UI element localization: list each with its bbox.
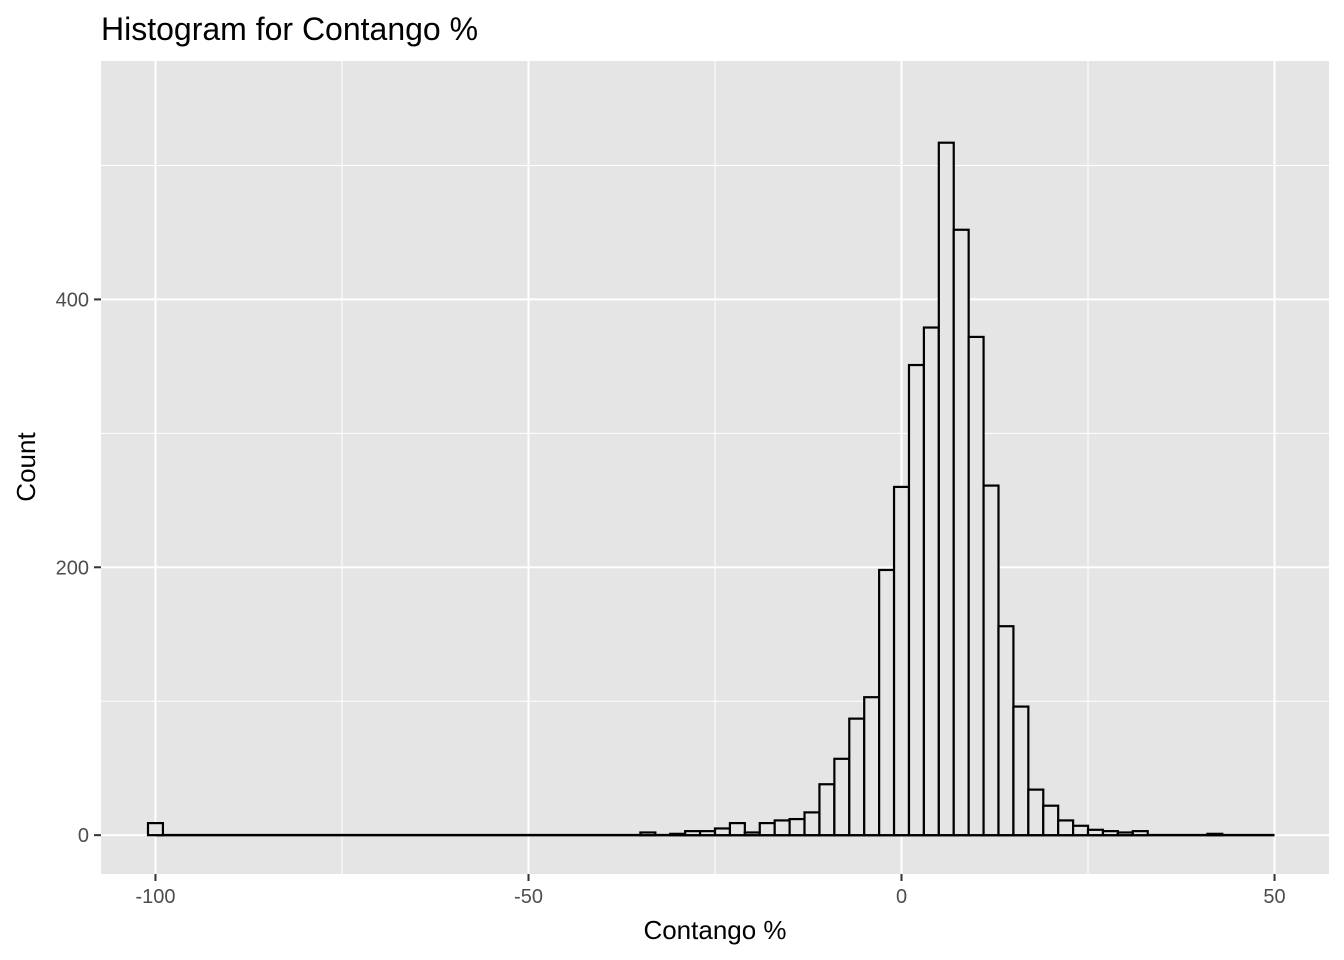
histogram-bar [1057,819,1075,837]
histogram-bar [892,485,911,837]
x-tick-label: 0 [896,886,907,908]
histogram-bar [1101,830,1119,837]
histogram-bar [922,326,940,837]
histogram-bar [803,811,821,837]
x-axis: -100 -50 0 50 [135,874,1286,908]
x-tick-label: 50 [1263,886,1285,908]
histogram-bar [1027,788,1045,837]
y-tick-label: 200 [56,557,89,579]
histogram-bar [1042,804,1060,837]
histogram-bar [146,822,165,837]
histogram-bar [639,831,657,837]
histogram-bar [773,819,791,837]
histogram-bar [1116,831,1134,837]
x-tick-label: -100 [135,886,175,908]
histogram-bar [848,717,866,837]
minor-gridlines [101,61,1329,874]
x-axis-title: Contango % [643,915,786,945]
histogram-bar [684,830,702,837]
histogram-bar [1072,824,1090,837]
y-tick-label: 400 [56,289,89,311]
histogram-bar [1086,828,1105,837]
y-axis: 0 200 400 [56,289,101,847]
histogram-bar [758,822,776,837]
histogram-bar [788,817,806,837]
histogram-bar [743,831,761,837]
chart-title: Histogram for Contango % [101,11,478,47]
histogram-bar [1012,705,1030,837]
y-axis-title: Count [11,432,41,502]
histogram-bar [907,363,925,837]
histogram-bar [669,832,687,837]
histogram-bar [818,783,836,837]
histogram-bar [997,625,1015,837]
histogram-bars [146,141,1275,837]
histogram-bar [937,141,955,837]
histogram-bar [833,757,851,837]
histogram-bar [713,827,732,837]
x-tick-label: -50 [514,886,543,908]
histogram-bar [952,228,970,837]
y-tick-label: 0 [78,825,89,847]
histogram-bar [878,568,896,837]
histogram-bar [863,696,881,837]
histogram-bar [698,830,717,837]
histogram-bar [728,822,746,837]
histogram-bar [1206,832,1224,837]
histogram-bar [982,484,1000,837]
histogram-bar [1131,830,1149,837]
histogram-bar [967,335,985,837]
